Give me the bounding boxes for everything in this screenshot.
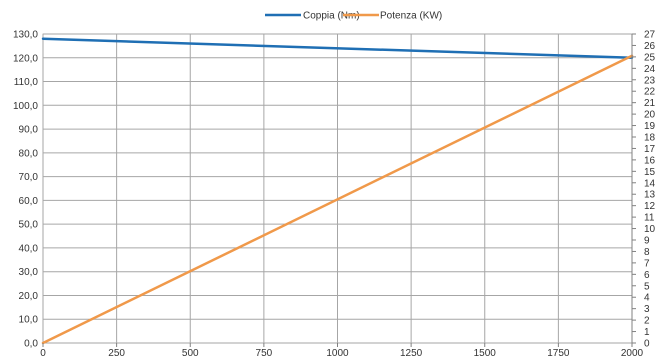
- series-line-1: [41, 54, 634, 345]
- x-tick-label: 500: [182, 348, 199, 358]
- y-right-tick-label: 22: [644, 87, 656, 98]
- y-right-tick-label: 2: [644, 316, 650, 327]
- y-left-tick-label: 0,0: [24, 339, 38, 350]
- y-right-tick-label: 12: [644, 201, 656, 212]
- x-tick-label: 250: [108, 348, 125, 358]
- y-right-tick-label: 13: [644, 190, 656, 201]
- y-left-tick-label: 100,0: [13, 101, 38, 112]
- x-tick-label: 1250: [400, 348, 423, 358]
- axes: 0,0 10,0 20,0 30,0 40,0 50,0 60,0 70,0 80,0 90,0 1…: [13, 30, 656, 358]
- legend-label-1: Potenza (KW): [380, 11, 442, 22]
- y-right-tick-label: 19: [644, 121, 656, 132]
- y-right-tick-label: 14: [644, 178, 656, 189]
- y-right-tick-label: 0: [644, 339, 650, 350]
- y-right-tick-label: 1: [644, 327, 650, 338]
- grid: [42, 33, 633, 344]
- y-left-tick-label: 30,0: [19, 267, 39, 278]
- legend-label-0: Coppia (Nm): [303, 11, 360, 22]
- x-tick-label: 1500: [474, 348, 497, 358]
- y-right-tick-label: 27: [644, 30, 656, 41]
- y-left-tick-label: 90,0: [19, 125, 39, 136]
- x-tick-label: 1000: [326, 348, 349, 358]
- y-right-tick-label: 21: [644, 98, 656, 109]
- y-right-tick-label: 26: [644, 41, 656, 52]
- y-right-tick-label: 8: [644, 247, 650, 258]
- y-left-tick-label: 110,0: [14, 77, 39, 88]
- y-left-tick-label: 70,0: [19, 172, 39, 183]
- y-right-tick-label: 10: [644, 224, 656, 235]
- x-tick-label: 2000: [621, 348, 644, 358]
- y-right-tick-label: 17: [644, 144, 656, 155]
- y-right-tick-label: 11: [644, 213, 655, 224]
- legend: Coppia (Nm) Potenza (KW): [265, 11, 442, 22]
- y-right-tick-label: 7: [644, 258, 650, 269]
- y-right-tick-label: 15: [644, 167, 656, 178]
- y-right-tick-label: 6: [644, 270, 650, 281]
- y-left-tick-label: 10,0: [19, 315, 39, 326]
- y-right-tick-label: 18: [644, 133, 656, 144]
- series-lines: [41, 37, 634, 345]
- y-right-tick-label: 16: [644, 155, 656, 166]
- x-tick-label: 750: [256, 348, 273, 358]
- y-right-tick-label: 24: [644, 64, 656, 75]
- y-left-tick-label: 130,0: [13, 30, 38, 41]
- y-right-tick-label: 23: [644, 75, 656, 86]
- x-tick-label: 0: [40, 348, 46, 358]
- y-right-tick-label: 25: [644, 52, 656, 63]
- x-tick-label: 1750: [547, 348, 570, 358]
- y-right-tick-label: 5: [644, 281, 650, 292]
- y-right-tick-label: 20: [644, 110, 656, 121]
- series-line-0: [41, 37, 634, 60]
- y-left-tick-label: 50,0: [19, 220, 39, 231]
- y-left-tick-label: 40,0: [19, 243, 39, 254]
- y-left-tick-label: 120,0: [13, 53, 38, 64]
- y-left-tick-label: 60,0: [19, 196, 39, 207]
- y-right-tick-label: 9: [644, 236, 650, 247]
- y-left-tick-label: 20,0: [19, 291, 39, 302]
- y-right-tick-label: 4: [644, 293, 650, 304]
- y-left-tick-label: 80,0: [19, 148, 39, 159]
- y-right-tick-label: 3: [644, 304, 650, 315]
